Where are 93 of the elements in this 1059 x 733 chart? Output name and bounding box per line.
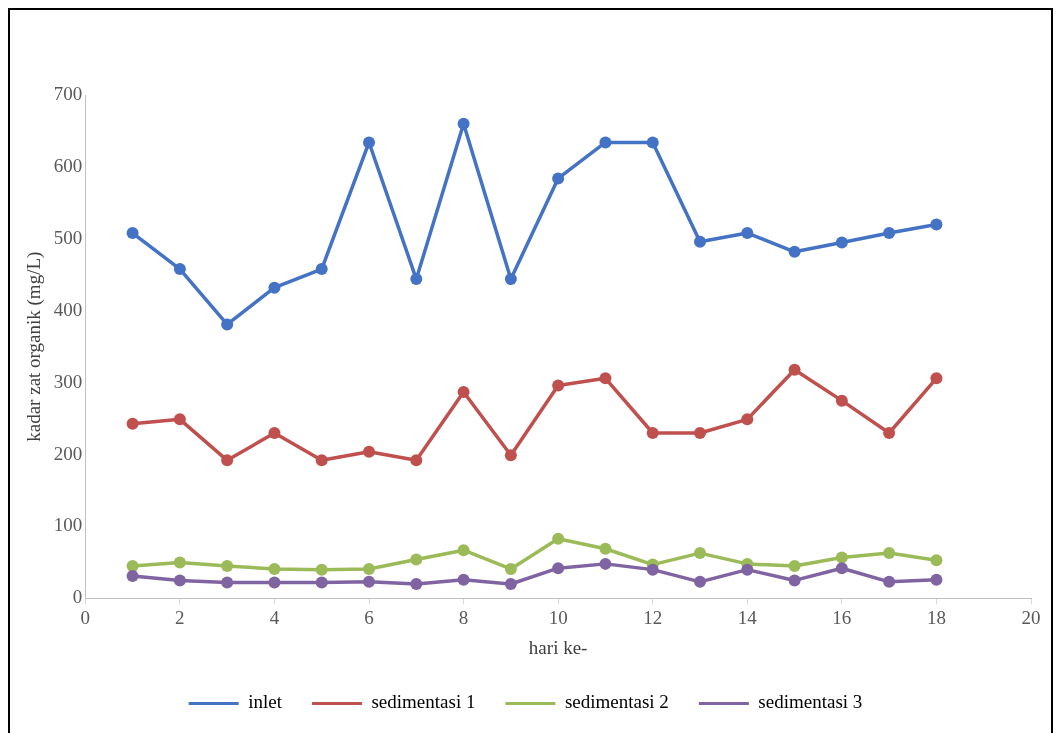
y-tick-label: 500: [53, 226, 83, 248]
point: [646, 563, 659, 576]
point: [221, 454, 234, 467]
point: [504, 449, 517, 462]
x-tick-label: 16: [832, 606, 852, 628]
point: [126, 570, 139, 583]
point: [363, 562, 376, 575]
point: [741, 413, 754, 426]
y-axis-title: kadar zat organik (mg/L): [23, 251, 46, 442]
y-tick-label: 400: [53, 298, 83, 320]
x-tick-label: 12: [643, 606, 663, 628]
point: [315, 576, 328, 589]
point: [788, 574, 801, 587]
point: [457, 117, 470, 130]
x-tick-label: 20: [1021, 606, 1041, 628]
point: [930, 554, 943, 567]
point: [930, 218, 943, 231]
point: [930, 573, 943, 586]
point: [599, 542, 612, 555]
point: [221, 560, 234, 573]
point: [552, 562, 565, 575]
point: [694, 547, 707, 560]
point: [835, 236, 848, 249]
point: [883, 427, 896, 439]
y-tick-label: 600: [53, 154, 83, 176]
point: [930, 372, 943, 385]
legend-label: sedimentasi 3: [758, 691, 863, 713]
point: [883, 575, 896, 588]
x-tick-label: 10: [548, 606, 568, 628]
point: [504, 562, 517, 575]
point: [504, 273, 517, 286]
point: [410, 553, 423, 566]
point: [126, 417, 139, 430]
legend-label: inlet: [248, 691, 283, 713]
y-tick-label: 300: [53, 370, 83, 392]
point: [599, 372, 612, 385]
point: [221, 576, 234, 589]
point: [457, 386, 470, 399]
x-tick-label: 18: [926, 606, 946, 628]
x-tick-label: 8: [458, 606, 469, 628]
point: [126, 227, 139, 240]
point: [599, 136, 612, 149]
legend-label: sedimentasi 2: [564, 691, 669, 713]
point: [173, 574, 186, 587]
x-axis-title: hari ke-: [528, 636, 588, 658]
point: [457, 573, 470, 586]
point: [410, 273, 423, 286]
point: [835, 551, 848, 564]
y-tick-label: 700: [53, 82, 83, 104]
x-tick-label: 2: [175, 606, 185, 628]
point: [363, 445, 376, 458]
y-tick-label: 100: [53, 514, 83, 536]
point: [552, 532, 565, 545]
point: [410, 578, 423, 591]
point: [268, 576, 281, 589]
point: [788, 363, 801, 376]
y-tick-label: 200: [53, 442, 83, 464]
point: [268, 281, 281, 294]
point: [173, 413, 186, 426]
point: [268, 427, 281, 439]
point: [173, 263, 186, 276]
point: [646, 427, 659, 439]
point: [457, 544, 470, 557]
point: [363, 136, 376, 149]
point: [410, 454, 423, 467]
point: [788, 245, 801, 258]
point: [741, 563, 754, 576]
point: [694, 235, 707, 248]
point: [315, 454, 328, 467]
x-tick-label: 4: [269, 606, 280, 628]
point: [741, 227, 754, 240]
x-tick-label: 14: [737, 606, 758, 628]
legend-label: sedimentasi 1: [371, 691, 476, 713]
point: [552, 379, 565, 392]
point: [315, 263, 328, 276]
y-tick-label: 0: [72, 586, 83, 608]
point: [883, 227, 896, 240]
point: [552, 172, 565, 185]
x-tick-label: 6: [364, 606, 374, 628]
point: [788, 560, 801, 573]
point: [835, 562, 848, 575]
point: [363, 575, 376, 588]
point: [599, 557, 612, 570]
point: [315, 563, 328, 576]
point: [835, 394, 848, 407]
point: [883, 547, 896, 560]
point: [173, 556, 186, 569]
point: [221, 318, 234, 331]
point: [694, 427, 707, 439]
point: [694, 575, 707, 588]
point: [504, 578, 517, 591]
point: [646, 136, 659, 149]
point: [268, 562, 281, 575]
